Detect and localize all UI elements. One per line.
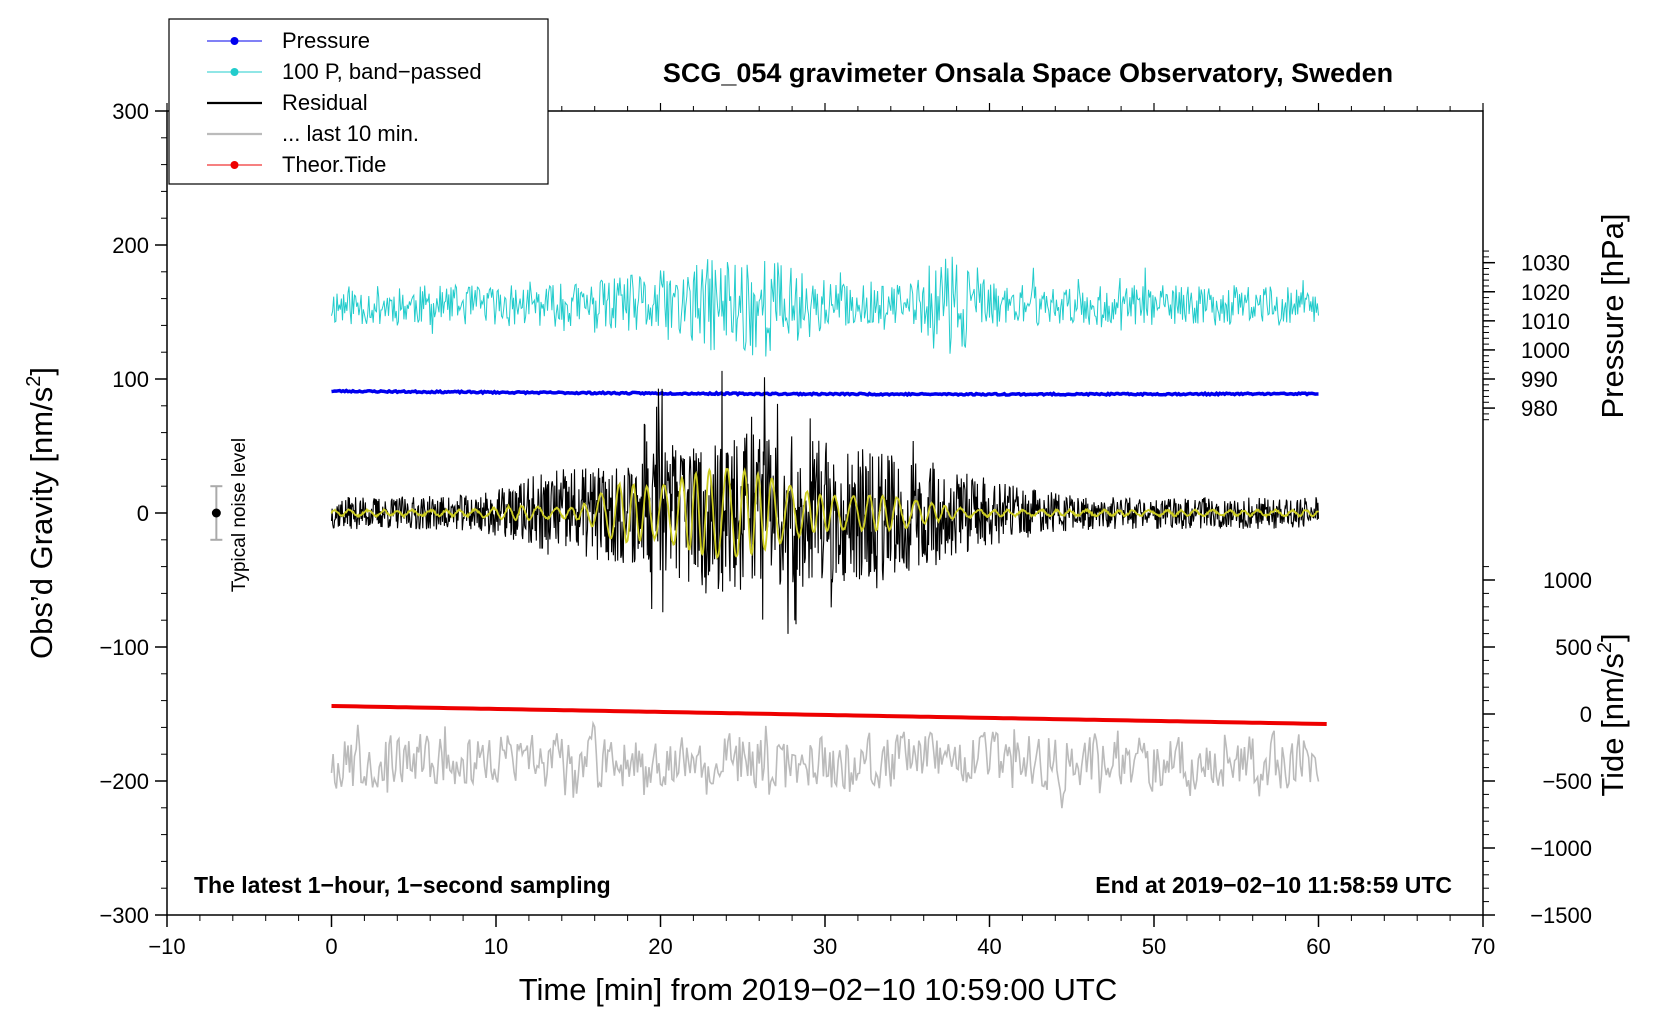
legend-label: 100 P, band−passed bbox=[282, 59, 482, 84]
y-tick-label: 100 bbox=[112, 367, 149, 392]
pressure-tick-label: 1030 bbox=[1521, 251, 1570, 276]
pressure-tick-label: 990 bbox=[1521, 367, 1558, 392]
tide-tick-label: 0 bbox=[1580, 702, 1592, 727]
noise-label: Typical noise level bbox=[229, 438, 250, 592]
y-axis-tide-label: Tide [nm/s2] bbox=[1594, 633, 1630, 796]
tide-tick-label: −1500 bbox=[1530, 903, 1592, 928]
x-tick-label: 20 bbox=[648, 934, 672, 959]
y-tick-label: −300 bbox=[99, 903, 149, 928]
y-axis-pressure: 980 990 1000 1010 1020 1030 bbox=[1483, 250, 1570, 421]
legend-box bbox=[168, 18, 549, 185]
x-tick-label: 70 bbox=[1471, 934, 1495, 959]
y-tick-label: 300 bbox=[112, 99, 149, 124]
pressure-tick-label: 1000 bbox=[1521, 338, 1570, 363]
series-bandpassed-pressure bbox=[331, 256, 1319, 357]
x-tick-label: 10 bbox=[484, 934, 508, 959]
y-tick-label: −100 bbox=[99, 635, 149, 660]
noise-dot bbox=[211, 508, 221, 518]
y-tick-label: −200 bbox=[99, 769, 149, 794]
y-axis-pressure-label: Pressure [hPa] bbox=[1595, 213, 1630, 418]
legend-marker bbox=[230, 68, 239, 76]
annotation-end-time: End at 2019−02−10 11:58:59 UTC bbox=[1095, 872, 1452, 898]
x-tick-label: 30 bbox=[813, 934, 837, 959]
series-residual-filtered bbox=[330, 467, 1320, 560]
y-axis-left: −300 −200 −100 0 100 200 300 bbox=[99, 99, 167, 928]
legend-label: Pressure bbox=[282, 28, 370, 53]
pressure-tick-label: 1020 bbox=[1521, 280, 1570, 305]
legend-marker bbox=[230, 37, 239, 45]
x-tick-label: 60 bbox=[1306, 934, 1330, 959]
tide-tick-label: −1000 bbox=[1530, 836, 1592, 861]
series-residual bbox=[330, 370, 1320, 634]
series-pressure bbox=[331, 388, 1319, 398]
y-tick-label: 0 bbox=[137, 501, 149, 526]
legend-marker bbox=[230, 161, 239, 169]
legend: Pressure 100 P, band−passed Residual ... la… bbox=[168, 18, 549, 185]
x-axis-label: Time [min] from 2019−02−10 10:59:00 UTC bbox=[519, 972, 1118, 1007]
legend-label: ... last 10 min. bbox=[282, 121, 419, 146]
annotation-sampling: The latest 1−hour, 1−second sampling bbox=[194, 872, 611, 898]
y-axis-tide: −1500 −1000 −500 0 500 1000 bbox=[1483, 566, 1592, 928]
y-tick-label: 200 bbox=[112, 233, 149, 258]
tide-tick-label: −500 bbox=[1542, 769, 1592, 794]
typical-noise-indicator bbox=[210, 485, 223, 541]
x-tick-label: −10 bbox=[148, 934, 185, 959]
x-tick-label: 0 bbox=[325, 934, 337, 959]
pressure-tick-label: 980 bbox=[1521, 396, 1558, 421]
legend-label: Theor.Tide bbox=[282, 152, 386, 177]
legend-label: Residual bbox=[282, 90, 368, 115]
y-axis-left-label: Obs’d Gravity [nm/s2] bbox=[23, 367, 59, 659]
series-last-10-min bbox=[330, 720, 1320, 809]
x-axis: −10 0 10 20 30 40 50 60 70 bbox=[148, 103, 1495, 959]
tide-tick-label: 1000 bbox=[1543, 568, 1592, 593]
tide-tick-label: 500 bbox=[1555, 635, 1592, 660]
x-tick-label: 40 bbox=[977, 934, 1001, 959]
data-layer bbox=[330, 256, 1327, 809]
pressure-tick-label: 1010 bbox=[1521, 309, 1570, 334]
series-theoretical-tide bbox=[331, 704, 1327, 726]
x-tick-label: 50 bbox=[1142, 934, 1166, 959]
chart-title: SCG_054 gravimeter Onsala Space Observat… bbox=[663, 58, 1393, 88]
